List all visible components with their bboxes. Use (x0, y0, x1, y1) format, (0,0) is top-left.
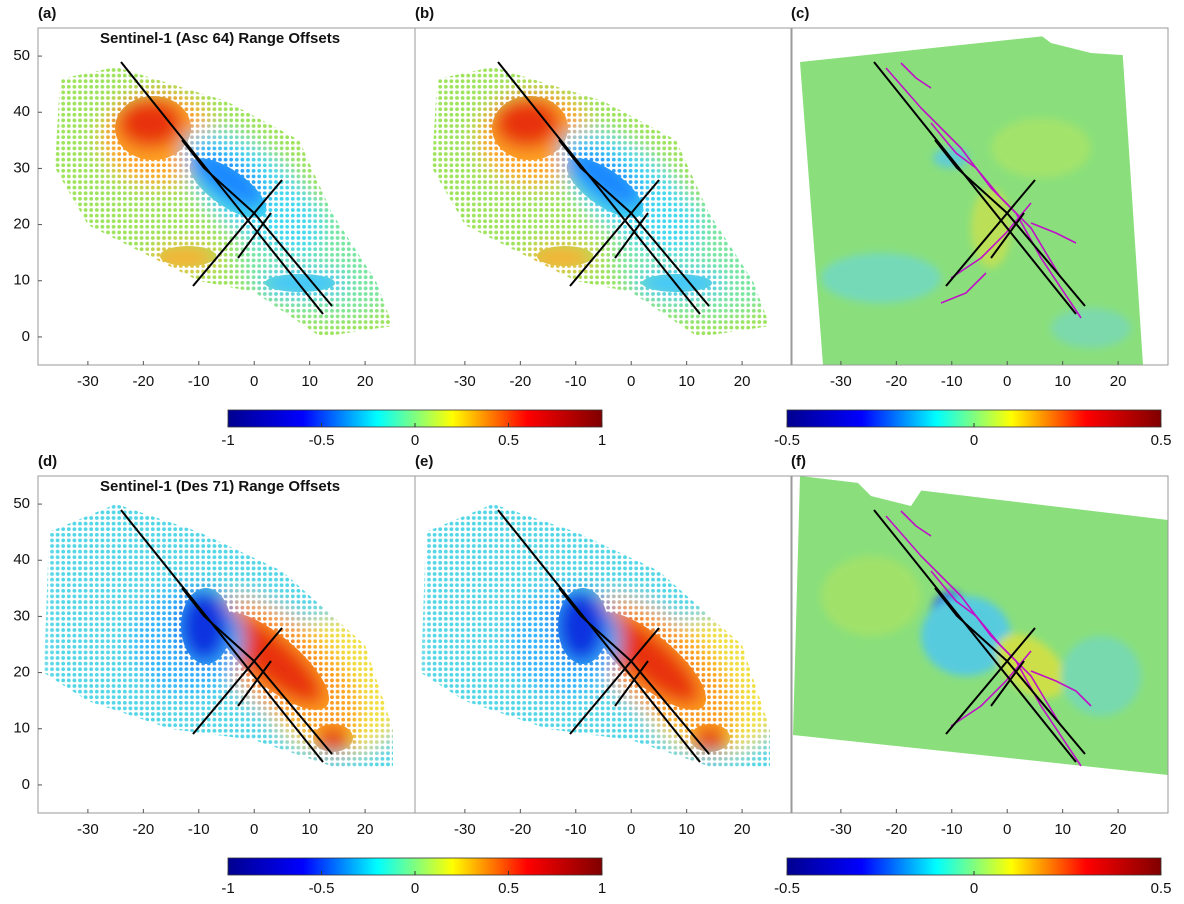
panel-title: Sentinel-1 (Asc 64) Range Offsets (100, 30, 340, 47)
y-tick-label: 20 (13, 664, 30, 681)
y-tick-label: 10 (13, 272, 30, 289)
x-tick-label: -10 (565, 373, 587, 390)
colorbar-tick-label: -0.5 (309, 880, 335, 897)
x-tick-label: -30 (77, 821, 99, 838)
offset-field (415, 476, 792, 813)
x-tick-label: -20 (132, 373, 154, 390)
colorbar-tick-label: 0.5 (1151, 432, 1172, 449)
x-tick-label: -20 (509, 373, 531, 390)
x-tick-label: -20 (132, 821, 154, 838)
colorbar-tick-label: 1 (598, 880, 606, 897)
colorbar-tick-label: 0.5 (498, 880, 519, 897)
x-tick-label: 20 (1110, 821, 1127, 838)
x-tick-label: -10 (188, 821, 210, 838)
x-tick-label: -20 (509, 821, 531, 838)
colorbar-tick-label: -1 (221, 880, 234, 897)
x-tick-label: 20 (734, 373, 751, 390)
x-tick-label: -10 (941, 821, 963, 838)
x-tick-label: 10 (1054, 373, 1071, 390)
axes-frame (790, 475, 1169, 814)
x-tick-label: -30 (77, 373, 99, 390)
colorbar-tick-label: 0 (411, 880, 419, 897)
colorbar-tick-label: -0.5 (774, 880, 800, 897)
x-tick-label: 10 (301, 821, 318, 838)
x-tick-label: -30 (830, 821, 852, 838)
colorbar-tick-label: 0.5 (498, 432, 519, 449)
colorbar-tick-label: 1 (598, 432, 606, 449)
x-tick-label: 10 (1054, 821, 1071, 838)
x-tick-label: 20 (357, 373, 374, 390)
x-tick-label: -30 (830, 373, 852, 390)
colorbar-tick-label: 0.5 (1151, 880, 1172, 897)
y-tick-label: 10 (13, 720, 30, 737)
panel-area (38, 476, 415, 813)
x-tick-label: 10 (301, 373, 318, 390)
x-tick-label: -30 (454, 821, 476, 838)
colorbar-tick-label: -0.5 (774, 432, 800, 449)
x-tick-label: 0 (627, 821, 635, 838)
y-tick-label: 50 (13, 47, 30, 64)
colorbar-tick-label: 0 (970, 880, 978, 897)
colorbar-tick-label: 0 (970, 432, 978, 449)
panel-area (800, 28, 1168, 365)
panel-label: (e) (415, 453, 433, 470)
colorbar-tick-label: -1 (221, 432, 234, 449)
x-tick-label: -30 (454, 373, 476, 390)
y-tick-label: 40 (13, 551, 30, 568)
y-tick-label: 40 (13, 103, 30, 120)
x-tick-label: 0 (250, 821, 258, 838)
colorbar-tick-label: -0.5 (309, 432, 335, 449)
offset-field (38, 476, 415, 813)
x-tick-label: 10 (678, 373, 695, 390)
panel-label: (a) (38, 5, 56, 22)
panel-title: Sentinel-1 (Des 71) Range Offsets (100, 478, 340, 495)
axes-frame (414, 27, 793, 366)
panel-label: (f) (791, 453, 806, 470)
y-tick-label: 0 (22, 776, 30, 793)
axes-frame (414, 475, 793, 814)
x-tick-label: -10 (941, 373, 963, 390)
x-tick-label: 0 (1003, 821, 1011, 838)
offset-field (793, 476, 1168, 775)
x-tick-label: 0 (250, 373, 258, 390)
x-tick-label: 20 (734, 821, 751, 838)
x-tick-label: 0 (627, 373, 635, 390)
x-tick-label: -10 (565, 821, 587, 838)
x-tick-label: 20 (1110, 373, 1127, 390)
x-tick-label: 10 (678, 821, 695, 838)
panel-label: (b) (415, 5, 434, 22)
panel-area (793, 476, 1168, 775)
y-tick-label: 0 (22, 328, 30, 345)
offset-field (800, 28, 1168, 365)
x-tick-label: -20 (885, 373, 907, 390)
x-tick-label: -20 (885, 821, 907, 838)
x-tick-label: 20 (357, 821, 374, 838)
panel-label: (d) (38, 453, 57, 470)
y-tick-label: 30 (13, 159, 30, 176)
y-tick-label: 30 (13, 607, 30, 624)
y-tick-label: 50 (13, 495, 30, 512)
panel-area (38, 28, 418, 365)
colorbar-tick-label: 0 (411, 432, 419, 449)
x-tick-label: 0 (1003, 373, 1011, 390)
y-tick-label: 20 (13, 216, 30, 233)
panel-label: (c) (791, 5, 809, 22)
panel-area (415, 28, 795, 365)
axes-frame (790, 27, 1169, 366)
x-tick-label: -10 (188, 373, 210, 390)
panel-area (415, 476, 792, 813)
